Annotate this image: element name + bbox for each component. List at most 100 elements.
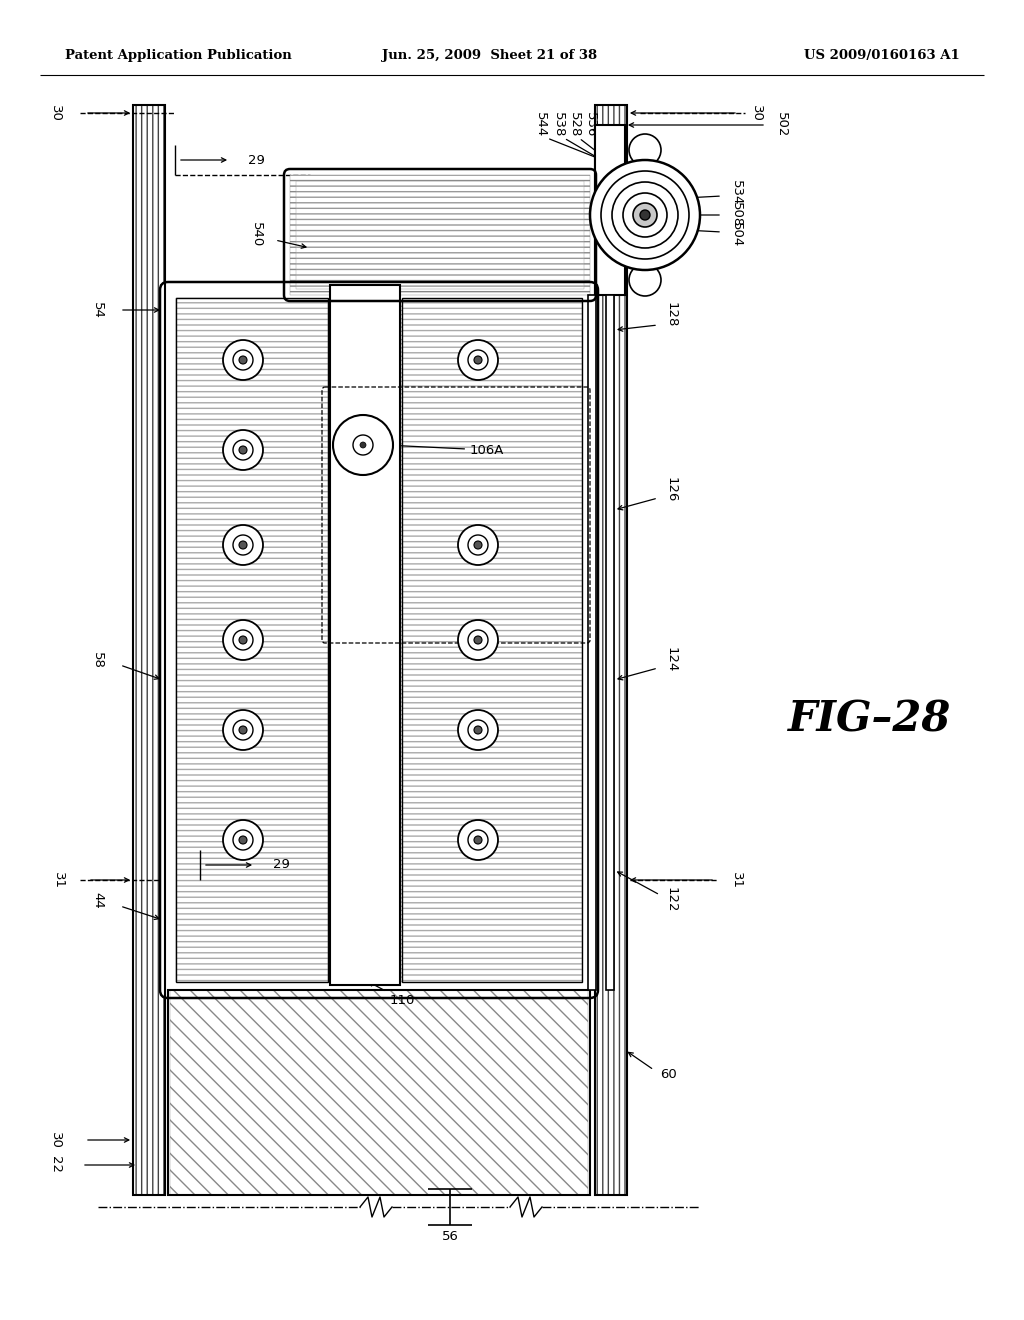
- Text: 30: 30: [49, 104, 62, 121]
- Text: 56: 56: [441, 1230, 459, 1243]
- Circle shape: [601, 172, 689, 259]
- Text: 544: 544: [534, 112, 547, 137]
- Text: 44: 44: [91, 891, 104, 908]
- Circle shape: [474, 836, 482, 843]
- Circle shape: [629, 135, 662, 166]
- Circle shape: [474, 636, 482, 644]
- Circle shape: [333, 414, 393, 475]
- Circle shape: [629, 264, 662, 296]
- Circle shape: [233, 719, 253, 741]
- Text: 31: 31: [730, 871, 743, 888]
- Bar: [595, 106, 627, 1195]
- Circle shape: [468, 630, 488, 649]
- Circle shape: [239, 541, 247, 549]
- Text: 60: 60: [660, 1068, 677, 1081]
- Bar: [402, 298, 582, 982]
- Circle shape: [468, 350, 488, 370]
- Circle shape: [468, 719, 488, 741]
- Bar: [290, 176, 590, 294]
- Circle shape: [458, 820, 498, 861]
- Circle shape: [223, 341, 263, 380]
- Bar: [625, 220, 647, 242]
- FancyBboxPatch shape: [160, 282, 598, 998]
- Bar: [330, 285, 400, 985]
- Text: 106A: 106A: [389, 444, 505, 457]
- Circle shape: [239, 446, 247, 454]
- Text: 122: 122: [665, 887, 678, 912]
- Circle shape: [590, 160, 700, 271]
- Circle shape: [239, 356, 247, 364]
- Bar: [176, 298, 328, 982]
- Circle shape: [474, 356, 482, 364]
- Text: Patent Application Publication: Patent Application Publication: [65, 49, 292, 62]
- Text: 22: 22: [49, 1156, 62, 1173]
- Text: 29: 29: [248, 153, 265, 166]
- Text: 31: 31: [52, 871, 65, 888]
- Text: 29: 29: [273, 858, 290, 871]
- Text: 534: 534: [730, 181, 743, 206]
- Bar: [595, 106, 627, 1195]
- Circle shape: [239, 726, 247, 734]
- FancyBboxPatch shape: [284, 169, 596, 301]
- Text: FIG–28: FIG–28: [788, 700, 951, 741]
- Circle shape: [474, 541, 482, 549]
- Circle shape: [223, 710, 263, 750]
- Text: 504: 504: [730, 222, 743, 248]
- Circle shape: [233, 535, 253, 554]
- Text: 58: 58: [91, 652, 104, 668]
- Text: 536: 536: [584, 112, 597, 137]
- Circle shape: [458, 341, 498, 380]
- Text: 110: 110: [369, 982, 416, 1006]
- Circle shape: [458, 525, 498, 565]
- Bar: [331, 290, 399, 979]
- Bar: [170, 990, 588, 1195]
- Bar: [595, 125, 625, 294]
- Circle shape: [233, 630, 253, 649]
- Bar: [176, 298, 582, 982]
- Circle shape: [360, 442, 366, 447]
- Circle shape: [223, 525, 263, 565]
- Circle shape: [233, 830, 253, 850]
- Bar: [606, 294, 614, 990]
- Circle shape: [239, 836, 247, 843]
- Text: 128: 128: [665, 302, 678, 327]
- Bar: [402, 298, 582, 982]
- Circle shape: [233, 440, 253, 459]
- Text: 528: 528: [567, 112, 581, 137]
- Text: 30: 30: [49, 1131, 62, 1148]
- Circle shape: [612, 182, 678, 248]
- Bar: [589, 294, 595, 990]
- Circle shape: [233, 350, 253, 370]
- Circle shape: [223, 820, 263, 861]
- Circle shape: [458, 620, 498, 660]
- Text: 540: 540: [250, 222, 263, 248]
- Text: 508: 508: [730, 202, 743, 227]
- Text: Jun. 25, 2009  Sheet 21 of 38: Jun. 25, 2009 Sheet 21 of 38: [382, 49, 598, 62]
- Circle shape: [223, 620, 263, 660]
- Circle shape: [239, 636, 247, 644]
- Circle shape: [468, 830, 488, 850]
- Text: 54: 54: [91, 301, 104, 318]
- Circle shape: [623, 193, 667, 238]
- Circle shape: [468, 535, 488, 554]
- Text: 538: 538: [552, 112, 564, 137]
- Bar: [607, 294, 613, 990]
- Text: US 2009/0160163 A1: US 2009/0160163 A1: [804, 49, 961, 62]
- Text: 502: 502: [775, 112, 788, 137]
- Bar: [596, 125, 624, 294]
- Circle shape: [633, 203, 657, 227]
- Text: 30: 30: [750, 104, 763, 121]
- Circle shape: [640, 210, 650, 220]
- Bar: [588, 294, 596, 990]
- Text: 126: 126: [665, 478, 678, 503]
- Text: 124: 124: [665, 647, 678, 673]
- Bar: [296, 181, 584, 289]
- Circle shape: [223, 430, 263, 470]
- Circle shape: [474, 726, 482, 734]
- Bar: [168, 290, 590, 990]
- Bar: [625, 190, 647, 213]
- Bar: [133, 106, 165, 1195]
- Bar: [133, 106, 165, 1195]
- Circle shape: [353, 436, 373, 455]
- Bar: [168, 990, 590, 1195]
